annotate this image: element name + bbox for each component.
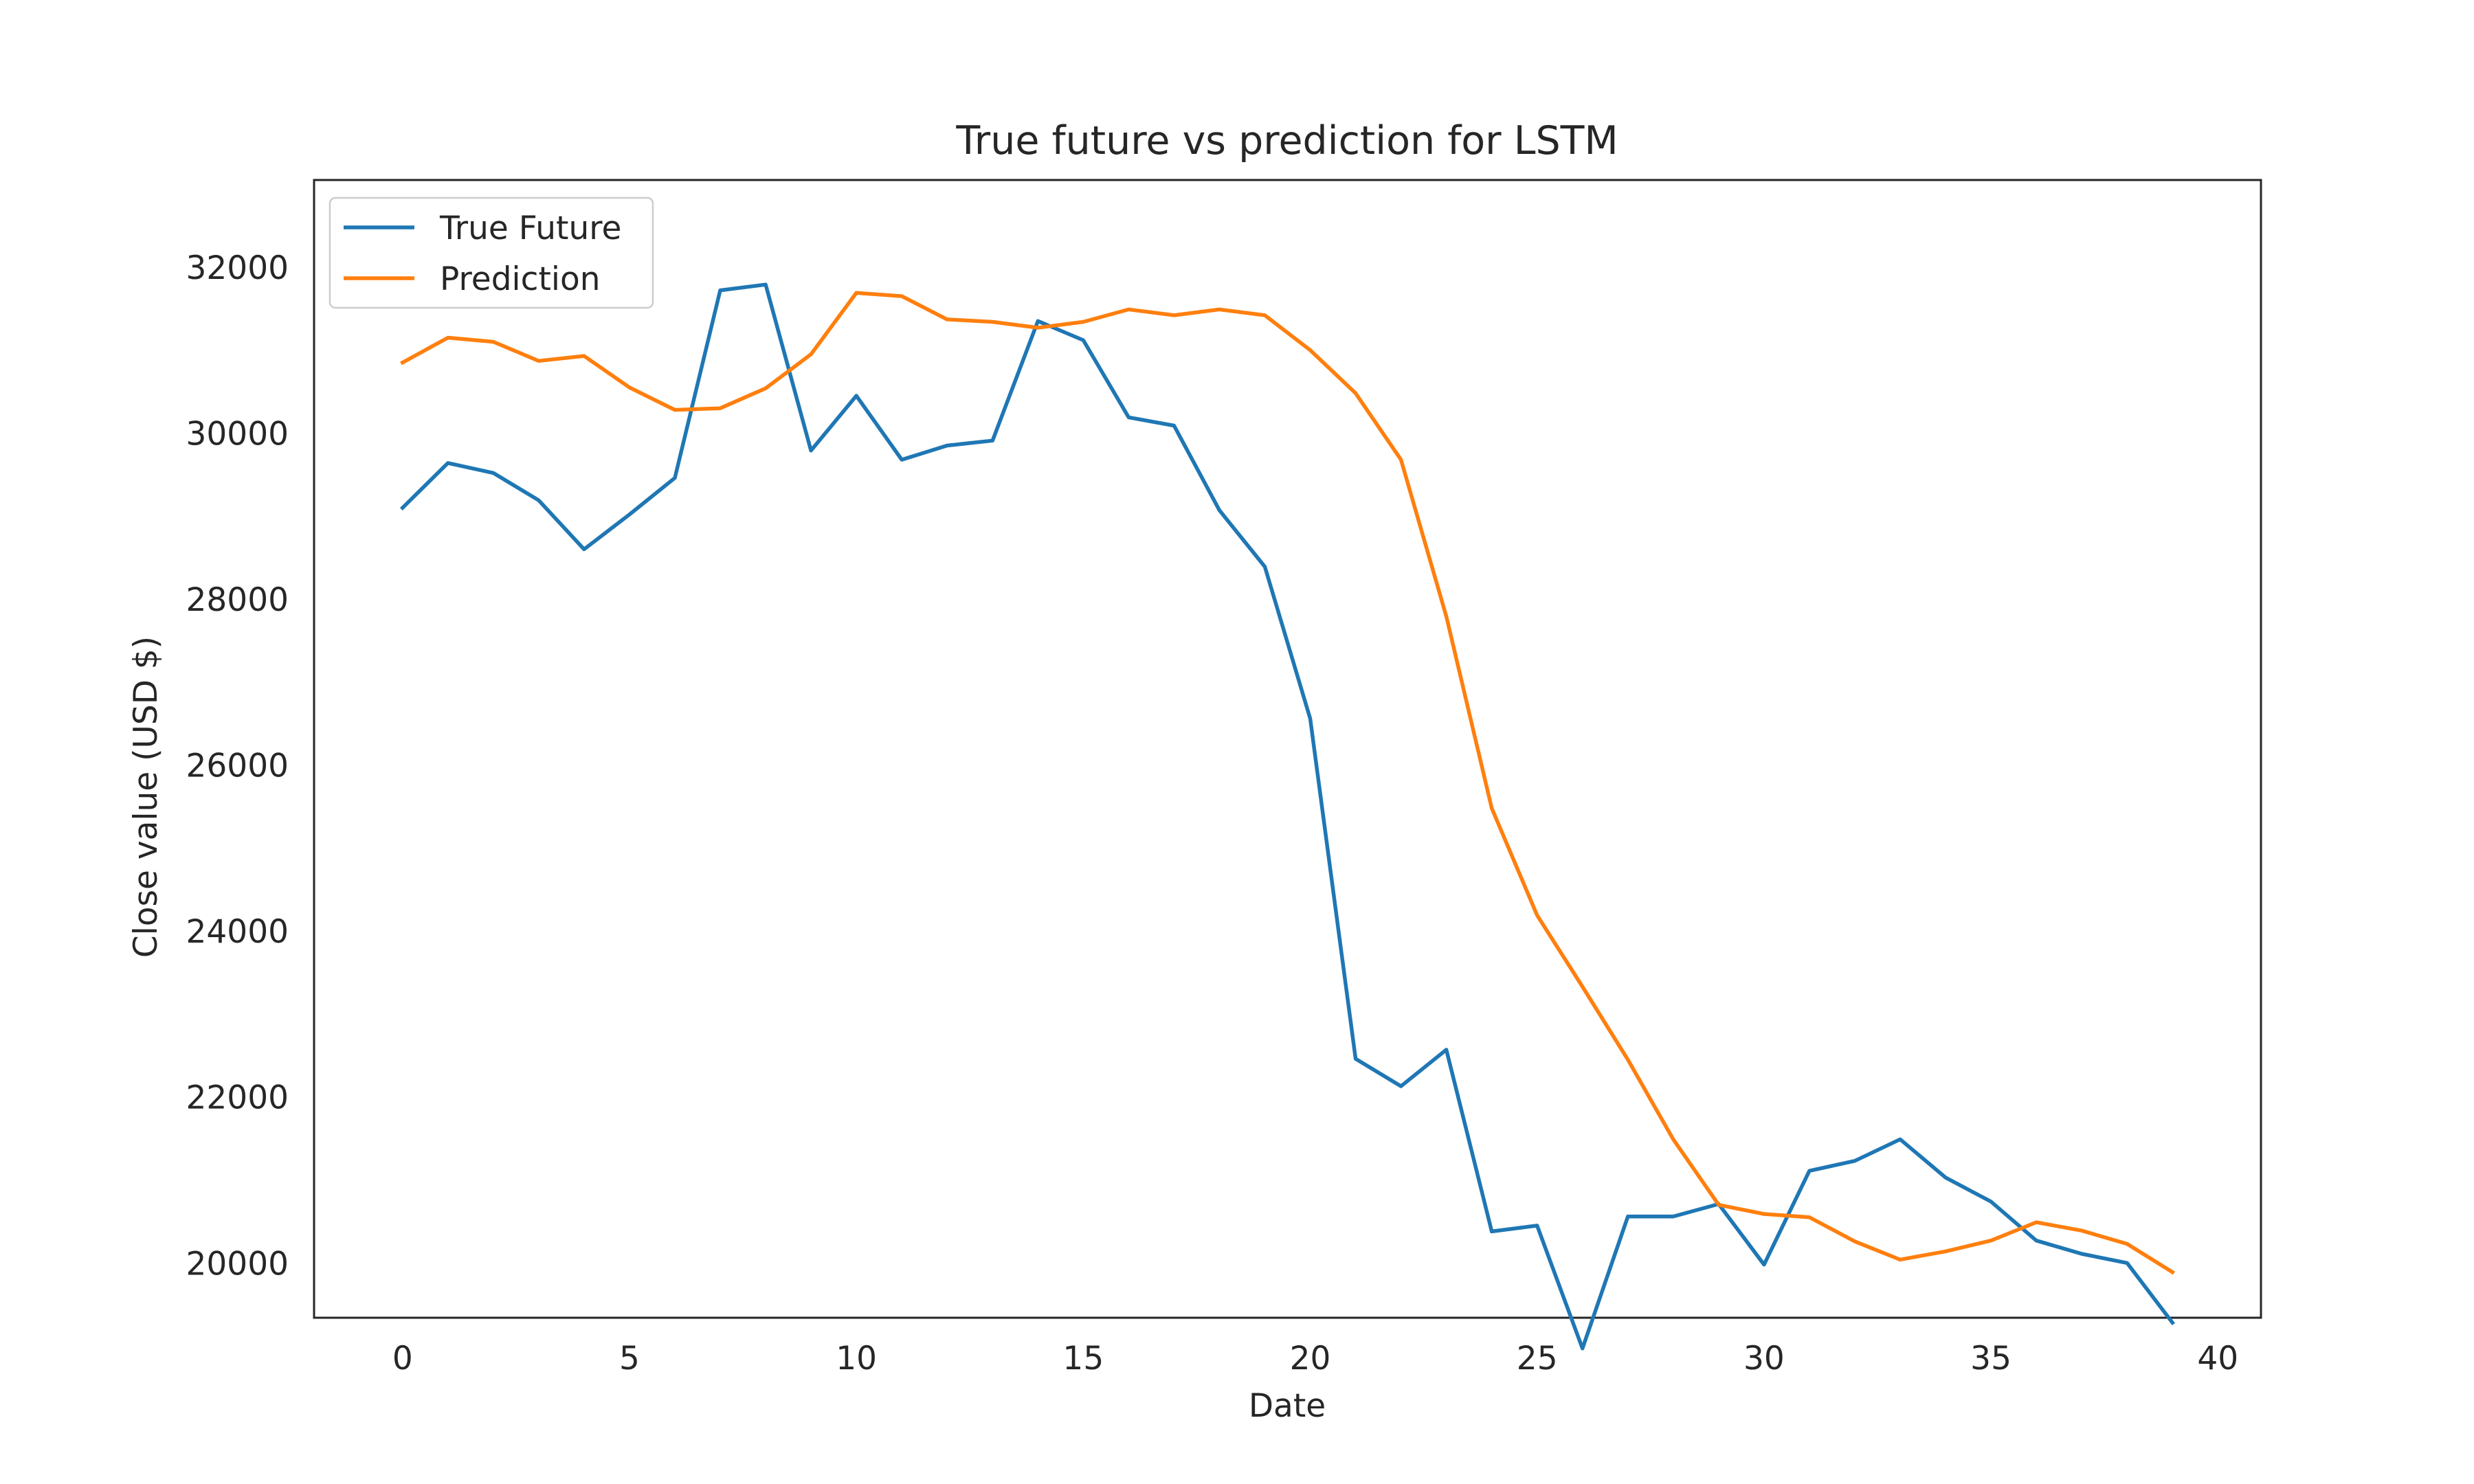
plot-area: 0 5 10 15 20 25 30 35 40 20000 22000 24000 26000 2800… <box>186 179 2262 1378</box>
y-tick-label: 30000 <box>186 415 289 453</box>
x-tick-label: 0 <box>392 1340 413 1378</box>
y-axis-label: Close value (USD $) <box>127 636 165 958</box>
plot-frame <box>313 179 2262 1319</box>
x-tick-label: 30 <box>1743 1340 1785 1378</box>
legend-label: Prediction <box>440 260 601 298</box>
x-tick-label: 5 <box>619 1340 640 1378</box>
y-tick-label: 22000 <box>186 1079 289 1117</box>
x-tick-label: 15 <box>1062 1340 1104 1378</box>
x-tick-label: 25 <box>1517 1340 1558 1378</box>
y-tick-label: 32000 <box>186 249 289 287</box>
x-tick-label: 10 <box>836 1340 877 1378</box>
x-tick-label: 35 <box>1970 1340 2011 1378</box>
y-tick-label: 24000 <box>186 913 289 951</box>
series-line-prediction <box>400 291 2175 1275</box>
y-tick-label: 26000 <box>186 747 289 785</box>
legend-box <box>328 196 654 309</box>
x-tick-label: 20 <box>1290 1340 1331 1378</box>
legend-label: True Future <box>439 210 621 247</box>
chart-title: True future vs prediction for LSTM <box>955 118 1618 164</box>
series-line-true-future <box>399 282 2176 1351</box>
y-tick-label: 28000 <box>186 581 289 619</box>
x-tick-label: 40 <box>2197 1340 2238 1378</box>
y-tick-label: 20000 <box>186 1245 289 1283</box>
x-axis-label: Date <box>1249 1387 1326 1425</box>
